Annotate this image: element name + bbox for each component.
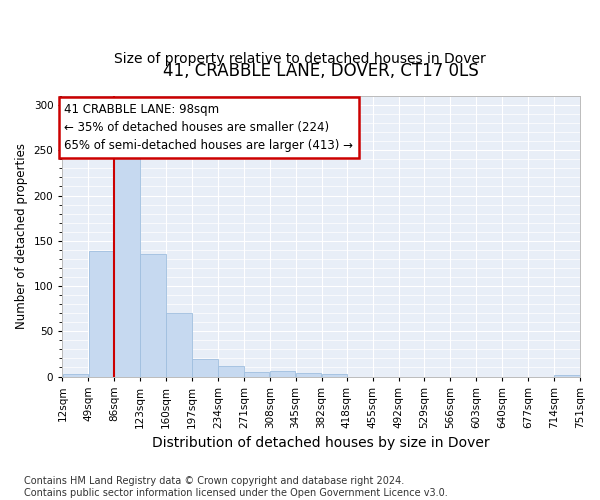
Text: 41 CRABBLE LANE: 98sqm
← 35% of detached houses are smaller (224)
65% of semi-de: 41 CRABBLE LANE: 98sqm ← 35% of detached… xyxy=(64,103,353,152)
Bar xyxy=(115,150,140,376)
Text: Contains HM Land Registry data © Crown copyright and database right 2024.
Contai: Contains HM Land Registry data © Crown c… xyxy=(24,476,448,498)
Bar xyxy=(140,254,166,376)
Text: Size of property relative to detached houses in Dover: Size of property relative to detached ho… xyxy=(114,52,486,66)
Bar xyxy=(166,313,191,376)
Bar xyxy=(62,374,88,376)
Y-axis label: Number of detached properties: Number of detached properties xyxy=(15,143,28,329)
Bar xyxy=(192,360,218,376)
X-axis label: Distribution of detached houses by size in Dover: Distribution of detached houses by size … xyxy=(152,436,490,450)
Bar xyxy=(322,374,347,376)
Bar xyxy=(554,374,580,376)
Bar xyxy=(89,250,114,376)
Bar xyxy=(244,372,269,376)
Bar xyxy=(270,371,295,376)
Title: 41, CRABBLE LANE, DOVER, CT17 0LS: 41, CRABBLE LANE, DOVER, CT17 0LS xyxy=(163,62,479,80)
Bar xyxy=(296,373,321,376)
Bar xyxy=(218,366,244,376)
